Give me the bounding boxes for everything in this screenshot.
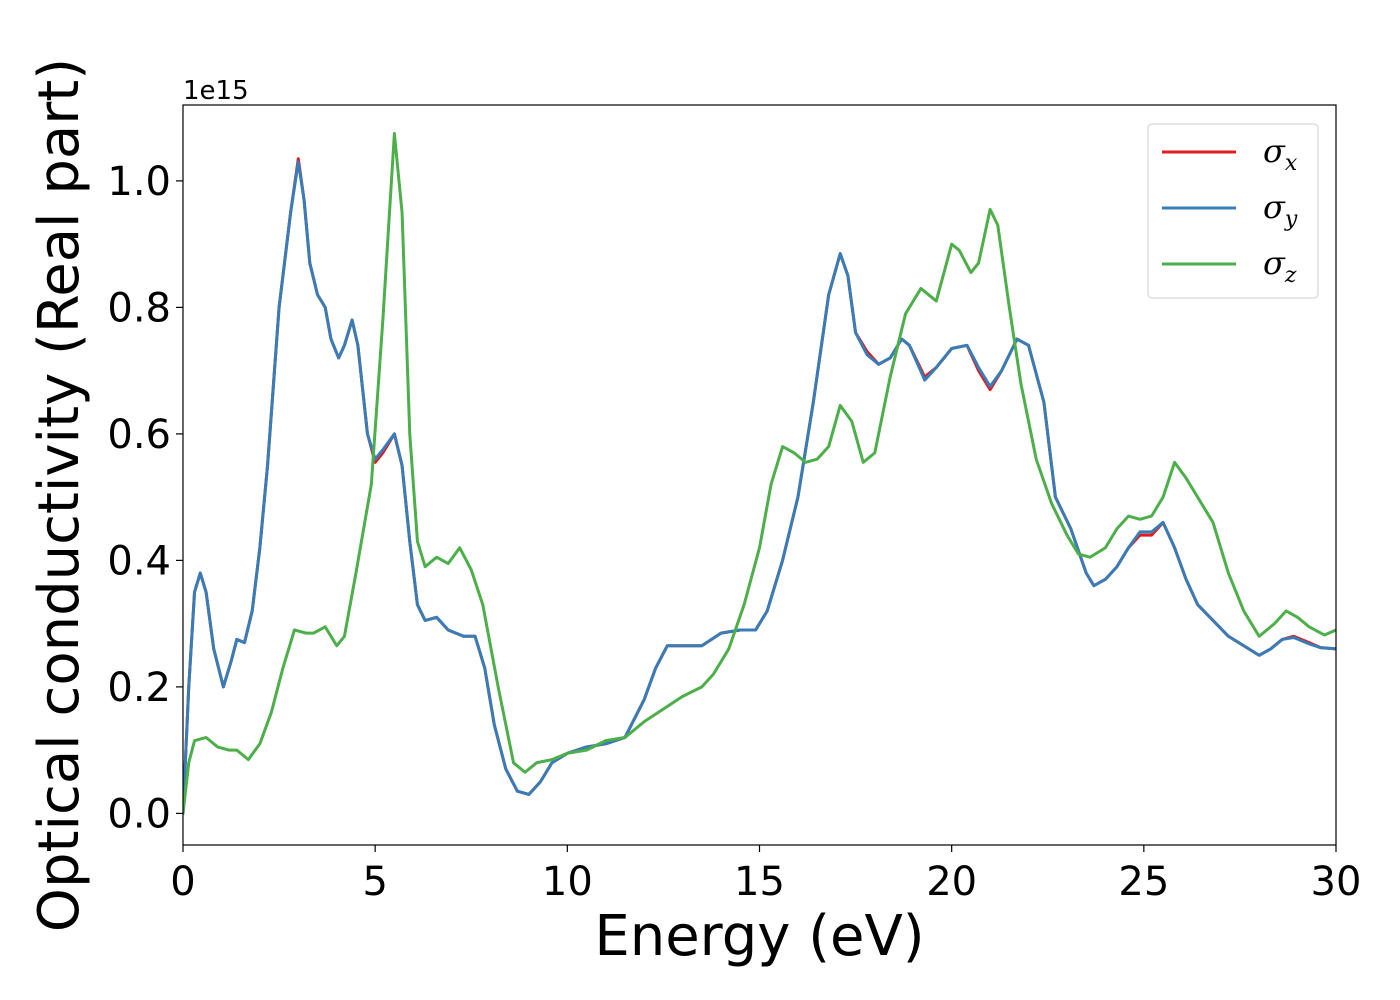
series-layer <box>183 131 1336 815</box>
x-tick-label: 0 <box>170 859 195 905</box>
y-offset-label: 1e15 <box>183 76 249 106</box>
legend: σx σy σz <box>1147 123 1319 299</box>
y-tick-label: 0.4 <box>107 538 171 584</box>
y-tick-label: 0.8 <box>107 285 171 331</box>
y-tick-label: 0.0 <box>107 791 171 837</box>
y-tick-label: 0.2 <box>107 665 171 711</box>
y-tick-label: 0.6 <box>107 412 171 458</box>
x-tick-label: 5 <box>362 859 387 905</box>
legend-label-sigma-y: σy <box>1263 188 1298 232</box>
y-tick-label: 1.0 <box>107 159 171 205</box>
legend-frame <box>1147 123 1319 299</box>
legend-label-sigma-x: σx <box>1263 132 1298 176</box>
x-tick-label: 30 <box>1311 859 1362 905</box>
x-tick-label: 25 <box>1118 859 1169 905</box>
series-line-sigma-z <box>183 131 1336 815</box>
series-line-sigma-y <box>183 160 1336 815</box>
x-tick-label: 15 <box>734 859 785 905</box>
x-axis-title: Energy (eV) <box>594 904 924 969</box>
legend-label-sigma-z: σz <box>1263 244 1297 288</box>
x-tick-label: 10 <box>542 859 593 905</box>
x-axis: 0 5 10 15 20 25 30 <box>170 845 1361 905</box>
y-axis: 0.0 0.2 0.4 0.6 0.8 1.0 <box>107 159 183 837</box>
y-axis-title: Optical conductivity (Real part) <box>27 58 92 932</box>
x-tick-label: 20 <box>926 859 977 905</box>
